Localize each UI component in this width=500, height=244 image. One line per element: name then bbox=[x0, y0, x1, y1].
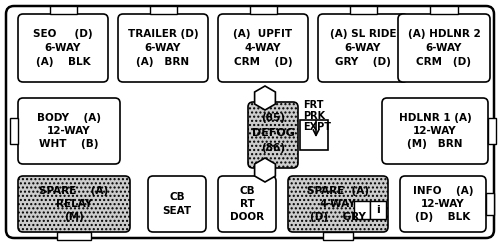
Text: 6-WAY: 6-WAY bbox=[426, 43, 462, 53]
Text: (M)   BRN: (M) BRN bbox=[407, 139, 463, 149]
Text: INFO    (A): INFO (A) bbox=[413, 186, 473, 196]
FancyBboxPatch shape bbox=[218, 14, 308, 82]
Text: TRAILER (D): TRAILER (D) bbox=[128, 29, 198, 39]
FancyBboxPatch shape bbox=[318, 14, 408, 82]
Text: 6-WAY: 6-WAY bbox=[345, 43, 381, 53]
Text: 6-WAY: 6-WAY bbox=[45, 43, 81, 53]
Text: (D)    BLK: (D) BLK bbox=[416, 212, 470, 222]
Text: (A) SL RIDE: (A) SL RIDE bbox=[330, 29, 396, 39]
Text: (M): (M) bbox=[64, 212, 84, 222]
Bar bbox=[430, 6, 458, 14]
Text: SPARE    (A): SPARE (A) bbox=[40, 186, 108, 196]
Text: 12-WAY: 12-WAY bbox=[421, 199, 465, 209]
Text: CRM    (D): CRM (D) bbox=[234, 57, 292, 67]
FancyBboxPatch shape bbox=[354, 201, 370, 219]
Bar bbox=[488, 118, 496, 144]
Text: PRK: PRK bbox=[303, 111, 325, 121]
Text: FRT: FRT bbox=[303, 100, 324, 110]
FancyBboxPatch shape bbox=[18, 14, 108, 82]
Bar bbox=[323, 232, 353, 240]
FancyBboxPatch shape bbox=[148, 176, 206, 232]
Text: 12-WAY: 12-WAY bbox=[47, 126, 91, 136]
Text: SEO     (D): SEO (D) bbox=[33, 29, 93, 39]
Text: (86): (86) bbox=[261, 143, 285, 153]
Text: SEAT: SEAT bbox=[162, 205, 192, 215]
FancyBboxPatch shape bbox=[400, 176, 486, 232]
FancyBboxPatch shape bbox=[18, 176, 130, 232]
Text: (A) HDLNR 2: (A) HDLNR 2 bbox=[408, 29, 480, 39]
Text: BODY    (A): BODY (A) bbox=[37, 113, 101, 123]
Text: CB: CB bbox=[239, 186, 255, 196]
Text: RELAY: RELAY bbox=[56, 199, 92, 209]
FancyBboxPatch shape bbox=[248, 102, 298, 168]
Text: HDLNR 1 (A): HDLNR 1 (A) bbox=[398, 113, 471, 123]
Bar bbox=[57, 232, 91, 240]
Text: (85): (85) bbox=[261, 113, 285, 123]
Text: 4-WAY: 4-WAY bbox=[320, 199, 356, 209]
FancyBboxPatch shape bbox=[288, 176, 388, 232]
Text: (A)   BRN: (A) BRN bbox=[136, 57, 190, 67]
Text: (D)    GRY: (D) GRY bbox=[310, 212, 366, 222]
Bar bbox=[486, 193, 494, 215]
Text: EXPT: EXPT bbox=[303, 122, 331, 132]
Bar bbox=[50, 6, 76, 14]
Text: DEFOG: DEFOG bbox=[252, 128, 294, 138]
Text: SPARE  (A): SPARE (A) bbox=[307, 186, 369, 196]
Text: i: i bbox=[376, 205, 380, 215]
Text: DOOR: DOOR bbox=[230, 212, 264, 222]
Bar bbox=[250, 6, 276, 14]
FancyBboxPatch shape bbox=[18, 98, 120, 164]
Polygon shape bbox=[254, 158, 276, 182]
Text: CB: CB bbox=[169, 193, 185, 203]
Text: 6-WAY: 6-WAY bbox=[145, 43, 181, 53]
Text: (A)    BLK: (A) BLK bbox=[36, 57, 90, 67]
FancyBboxPatch shape bbox=[382, 98, 488, 164]
Text: WHT    (B): WHT (B) bbox=[39, 139, 99, 149]
Bar bbox=[350, 6, 376, 14]
Text: RT: RT bbox=[240, 199, 254, 209]
Text: 12-WAY: 12-WAY bbox=[413, 126, 457, 136]
FancyBboxPatch shape bbox=[6, 6, 494, 238]
Text: GRY    (D): GRY (D) bbox=[335, 57, 391, 67]
Polygon shape bbox=[254, 86, 276, 110]
Text: 4-WAY: 4-WAY bbox=[245, 43, 281, 53]
Text: (A)  UPFIT: (A) UPFIT bbox=[234, 29, 292, 39]
FancyBboxPatch shape bbox=[218, 176, 276, 232]
Bar bbox=[150, 6, 176, 14]
Bar bbox=[10, 118, 18, 144]
FancyBboxPatch shape bbox=[118, 14, 208, 82]
FancyBboxPatch shape bbox=[398, 14, 490, 82]
Text: CRM   (D): CRM (D) bbox=[416, 57, 472, 67]
FancyBboxPatch shape bbox=[370, 201, 386, 219]
Bar bbox=[300, 120, 328, 150]
